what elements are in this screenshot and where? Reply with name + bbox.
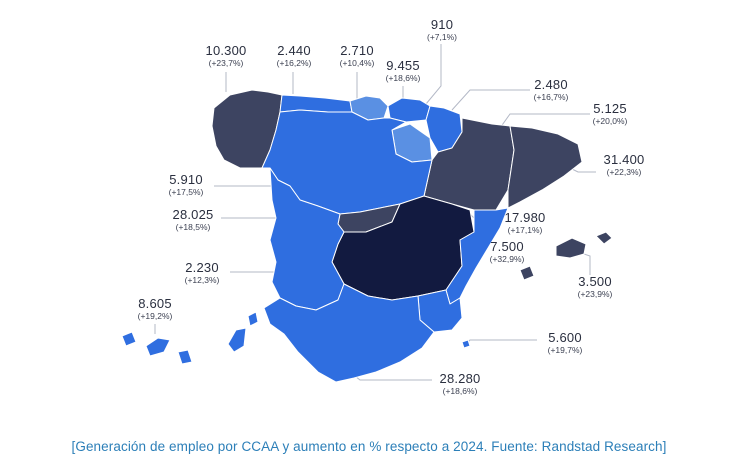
label-change: (+17,5%) [168,186,204,197]
region-canarias [177,349,193,365]
label-value: 5.125 [593,101,627,116]
region-canarias [247,311,259,327]
label-change: (+18,6%) [385,72,421,83]
label-change: (+16,2%) [276,57,312,68]
label-value: 2.440 [277,43,311,58]
label-value: 31.400 [603,152,645,167]
label-andalucia: 28.280 (+18,6%) [432,371,488,397]
label-change: (+20,0%) [592,115,628,126]
label-value: 3.500 [578,274,612,289]
label-change: (+18,5%) [175,221,211,232]
label-change: (+23,7%) [208,57,244,68]
label-change: (+18,6%) [442,385,478,396]
map-caption: [Generación de empleo por CCAA y aumento… [71,439,667,454]
label-aragon: 5.125 (+20,0%) [582,101,638,127]
label-value: 2.230 [185,260,219,275]
label-change: (+12,3%) [184,274,220,285]
region-baleares [519,265,535,281]
label-comunidad-valenciana: 17.980 (+17,1%) [497,210,553,236]
leader-line-aragon [499,113,590,129]
label-change: (+16,7%) [533,91,569,102]
label-value: 5.910 [169,172,203,187]
label-region-de-murcia: 7.500 (+32,9%) [479,239,535,265]
label-canarias: 8.605 (+19,2%) [127,296,183,322]
region-pais-vasco [387,97,431,123]
label-value: 8.605 [138,296,172,311]
label-galicia: 10.300 (+23,7%) [198,43,254,69]
label-change: (+10,4%) [339,57,375,68]
label-value: 9.455 [386,58,420,73]
label-change: (+7,1%) [427,31,457,42]
region-canarias [145,337,171,357]
leader-line-ceuta-melilla [465,339,537,345]
label-value: 2.710 [340,43,374,58]
label-value: 5.600 [548,330,582,345]
leader-line-la-rioja [425,44,442,105]
region-baleares [555,237,587,259]
label-value: 28.025 [172,207,214,222]
label-baleares: 3.500 (+23,9%) [567,274,623,300]
label-change: (+19,7%) [547,344,583,355]
region-andalucia [263,283,435,383]
label-value: 10.300 [205,43,247,58]
label-value: 2.480 [534,77,568,92]
label-pais-vasco: 9.455 (+18,6%) [375,58,431,84]
label-extremadura: 2.230 (+12,3%) [174,260,230,286]
label-change: (+22,3%) [606,166,642,177]
label-change: (+23,9%) [577,288,613,299]
region-ceuta-melilla [461,339,471,349]
region-canarias [227,327,247,353]
label-ceuta-melilla: 5.600 (+19,7%) [537,330,593,356]
label-value: 17.980 [504,210,546,225]
region-cataluna [507,125,583,209]
label-madrid: 28.025 (+18,5%) [165,207,221,233]
label-cataluna: 31.400 (+22,3%) [596,152,652,178]
label-value: 28.280 [439,371,481,386]
label-value: 7.500 [490,239,524,254]
region-asturias [279,94,353,113]
label-change: (+17,1%) [507,224,543,235]
label-change: (+32,9%) [489,253,525,264]
leader-line-navarra [451,89,530,111]
label-asturias: 2.440 (+16,2%) [266,43,322,69]
label-value: 910 [430,17,454,32]
label-la-rioja: 910 (+7,1%) [414,17,470,43]
region-comunidad-valenciana [445,207,509,305]
region-baleares [595,231,613,245]
label-change: (+19,2%) [137,310,173,321]
label-castilla-y-leon: 5.910 (+17,5%) [158,172,214,198]
region-canarias [121,331,137,347]
label-cantabria: 2.710 (+10,4%) [329,43,385,69]
label-navarra: 2.480 (+16,7%) [523,77,579,103]
